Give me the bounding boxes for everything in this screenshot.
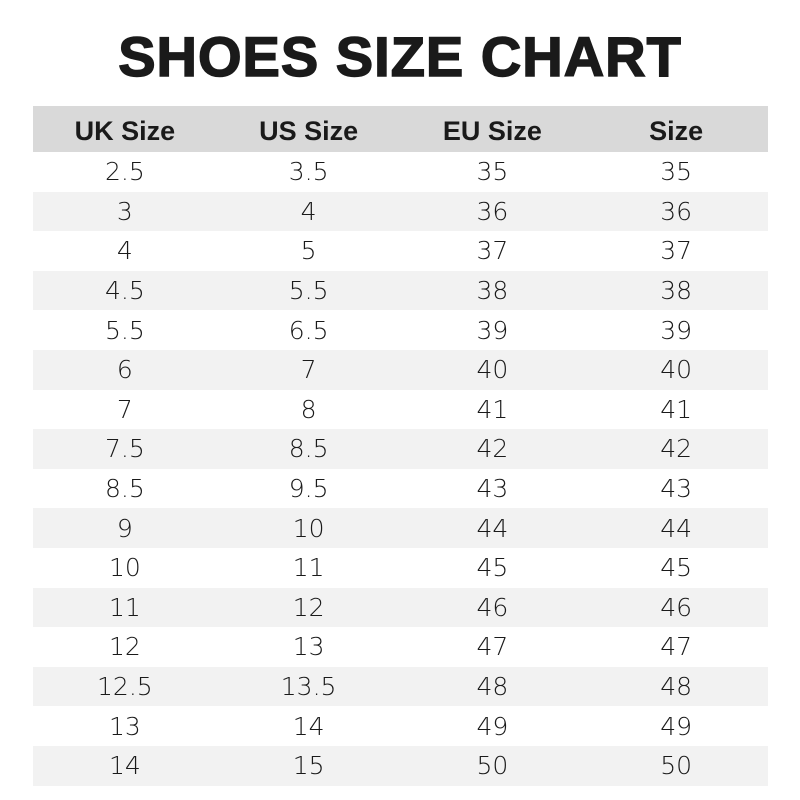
table-cell: 46 [660, 592, 693, 622]
header-row: UK Size US Size EU Size Size [33, 106, 768, 152]
table-cell: 43 [476, 474, 509, 504]
table-cell: 39 [660, 315, 693, 345]
table-row: 8.5 9.5 43 43 [33, 469, 768, 509]
table-row: 14 15 50 50 [33, 745, 768, 786]
table-cell: 48 [476, 672, 509, 702]
table-row: 6 7 40 40 [33, 349, 768, 390]
table-cell: 45 [476, 553, 509, 583]
column-header: US Size [259, 115, 359, 146]
table-cell: 46 [476, 592, 509, 622]
table-cell: 44 [476, 513, 509, 543]
table-cell: 14 [108, 751, 141, 781]
table-cell: 14 [292, 711, 325, 741]
table-cell: 4.5 [104, 276, 145, 306]
table-cell: 41 [476, 394, 509, 424]
table-cell: 3 [116, 196, 133, 226]
table-cell: 42 [476, 434, 509, 464]
table-cell: 6 [116, 355, 133, 385]
table-cell: 11 [292, 553, 325, 583]
table-row: 13 14 49 49 [33, 706, 768, 746]
table-cell: 44 [660, 513, 693, 543]
table-cell: 3.5 [288, 157, 329, 187]
table-row: 4.5 5.5 38 38 [33, 270, 768, 311]
table-cell: 38 [660, 276, 693, 306]
table-cell: 42 [660, 434, 693, 464]
table-cell: 5 [300, 236, 317, 266]
table-cell: 13 [292, 632, 325, 662]
table-row: 3 4 36 36 [33, 191, 768, 232]
table-row: 2.5 3.5 35 35 [33, 152, 768, 192]
table-cell: 36 [476, 196, 509, 226]
table-cell: 47 [660, 632, 693, 662]
table-cell: 13 [108, 711, 141, 741]
table-cell: 10 [108, 553, 141, 583]
table-cell: 10 [292, 513, 325, 543]
table-cell: 5.5 [104, 315, 145, 345]
table-row: 12.5 13.5 48 48 [33, 666, 768, 707]
table-cell: 11 [108, 592, 141, 622]
table-cell: 43 [660, 474, 693, 504]
column-header: UK Size [74, 115, 176, 146]
table-cell: 40 [660, 355, 693, 385]
table-cell: 5.5 [288, 276, 329, 306]
table-cell: 50 [476, 751, 509, 781]
table-cell: 48 [660, 672, 693, 702]
table-cell: 4 [300, 196, 317, 226]
column-header: EU Size [442, 115, 542, 146]
table-cell: 12.5 [97, 672, 153, 702]
table-cell: 36 [660, 196, 693, 226]
table-cell: 13.5 [280, 672, 337, 702]
table-cell: 37 [476, 236, 509, 266]
table-row: 12 13 47 47 [33, 627, 768, 667]
table-row: 4 5 37 37 [33, 231, 768, 271]
size-table: UK Size US Size EU Size Size 2.5 3.5 35 35 3… [33, 106, 768, 786]
table-cell: 41 [660, 394, 693, 424]
table-row: 7 8 41 41 [33, 390, 768, 430]
table-row: 9 10 44 44 [33, 508, 768, 548]
table-cell: 39 [476, 315, 509, 345]
table-cell: 49 [660, 711, 693, 741]
table-cell: 15 [292, 751, 325, 781]
table-row: 7.5 8.5 42 42 [33, 429, 768, 469]
table-cell: 12 [292, 592, 325, 622]
table-cell: 45 [660, 553, 693, 583]
table-cell: 7 [116, 394, 133, 424]
table-cell: 37 [660, 236, 693, 266]
table-row: 11 12 46 46 [33, 587, 768, 628]
table-cell: 4 [116, 236, 133, 266]
table-row: 10 11 45 45 [33, 548, 768, 588]
chart-title: SHOES SIZE CHART [117, 24, 682, 89]
table-cell: 49 [476, 711, 509, 741]
table-cell: 50 [660, 751, 693, 781]
table-cell: 7 [300, 355, 317, 385]
table-cell: 35 [476, 157, 509, 187]
table-cell: 8.5 [288, 434, 329, 464]
table-cell: 47 [476, 632, 509, 662]
table-cell: 6.5 [288, 315, 329, 345]
table-cell: 2.5 [104, 157, 145, 187]
table-cell: 38 [476, 276, 509, 306]
column-header: Size [649, 115, 704, 146]
table-cell: 35 [660, 157, 693, 187]
table-cell: 7.5 [104, 434, 145, 464]
table-body: 2.5 3.5 35 35 3 4 36 36 4 5 37 37 4.5 5.5 38 38 5.5 6.5 39… [33, 152, 768, 786]
table-cell: 9 [116, 513, 133, 543]
table-cell: 40 [476, 355, 509, 385]
table-cell: 8 [300, 394, 317, 424]
table-cell: 8.5 [104, 474, 145, 504]
table-cell: 9.5 [288, 474, 329, 504]
table-cell: 12 [108, 632, 141, 662]
table-row: 5.5 6.5 39 39 [33, 310, 768, 350]
